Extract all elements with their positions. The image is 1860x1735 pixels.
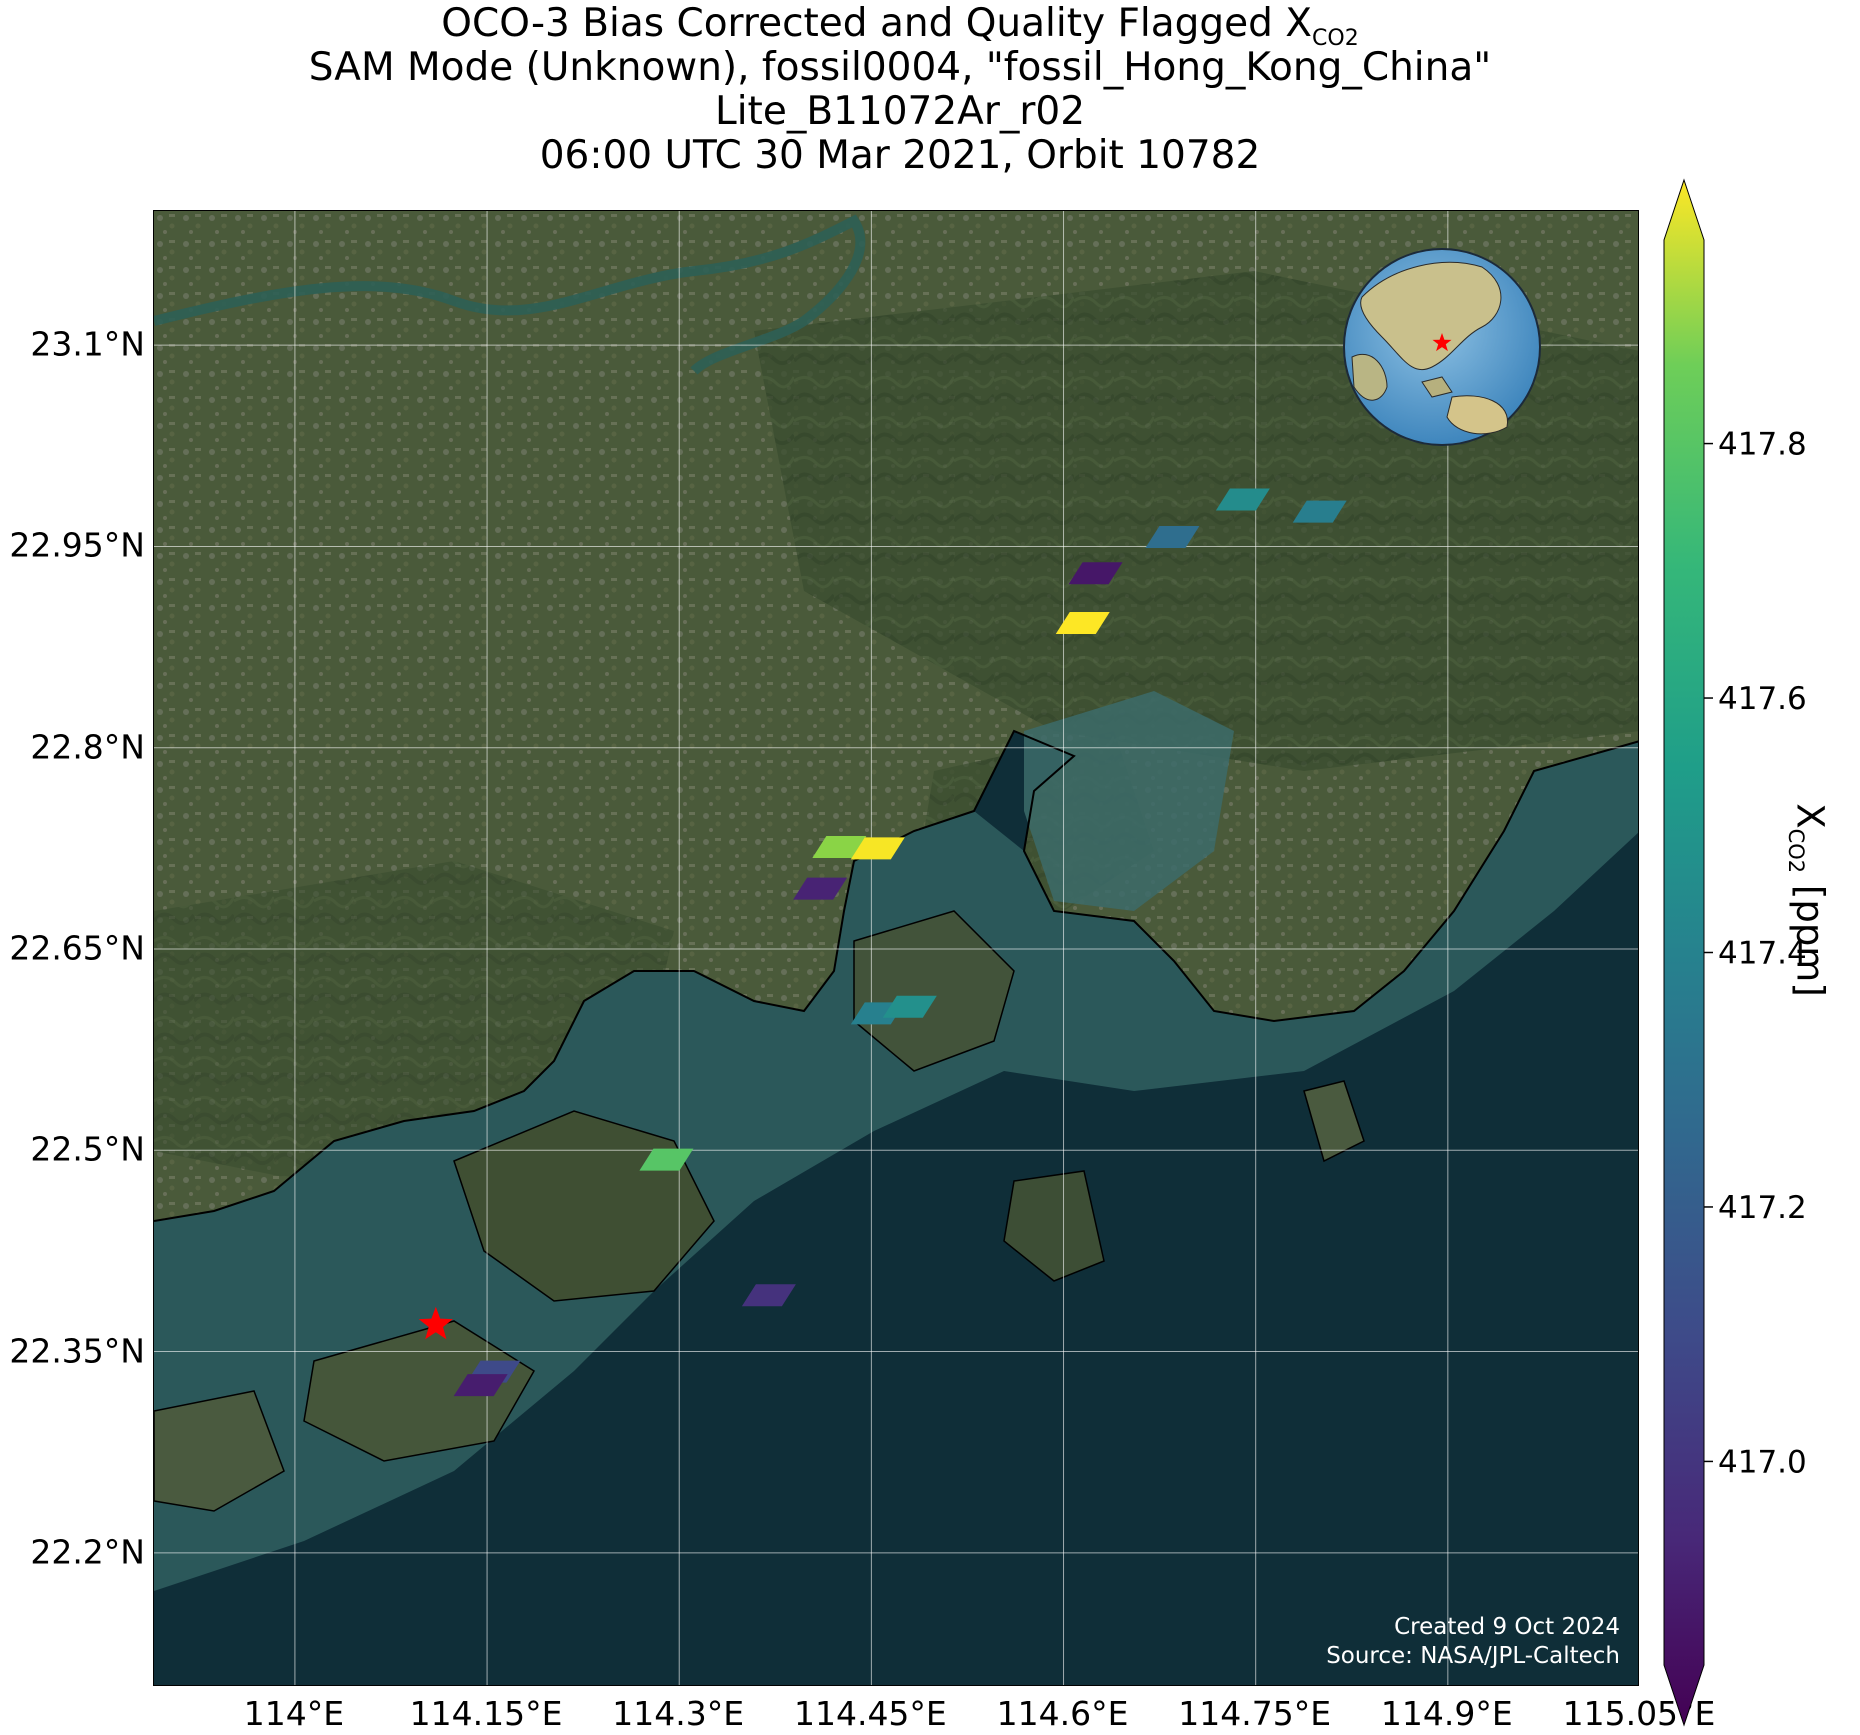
y-tick-label: 22.35°N <box>9 1331 145 1371</box>
xco2-sounding <box>882 995 937 1018</box>
xco2-sounding <box>639 1148 694 1171</box>
y-tick-label: 22.5°N <box>30 1129 145 1169</box>
colorbar-gradient <box>1663 178 1705 1727</box>
xco2-sounding <box>453 1374 508 1397</box>
title-line-2: SAM Mode (Unknown), fossil0004, "fossil_… <box>308 45 1492 90</box>
globe-land <box>1421 376 1453 398</box>
x-tick-label: 114°E <box>243 1694 345 1733</box>
x-tick-label: 114.3°E <box>612 1694 745 1733</box>
xco2-sounding <box>1145 526 1200 549</box>
title-line-1: OCO-3 Bias Corrected and Quality Flagged… <box>441 1 1359 51</box>
colorbar: 417.0 417.2 417.4 417.6 417.8 <box>1663 178 1807 1727</box>
x-tick-label: 114.6°E <box>996 1694 1129 1733</box>
colorbar-tick-label: 417.0 <box>1718 1444 1807 1480</box>
island <box>1003 1170 1105 1282</box>
y-tick-label: 22.2°N <box>30 1532 145 1572</box>
x-tick-label: 114.15°E <box>409 1694 563 1733</box>
colorbar-tick-label: 417.4 <box>1718 936 1807 972</box>
xco2-sounding <box>1215 488 1270 511</box>
colorbar-tick-label: 417.6 <box>1718 681 1807 717</box>
xco2-sounding <box>850 837 905 860</box>
target-location-star <box>418 1306 453 1340</box>
globe-land <box>1351 353 1388 401</box>
source-credit: Source: NASA/JPL-Caltech <box>1326 1643 1620 1669</box>
river <box>154 214 866 375</box>
island <box>1303 1080 1365 1163</box>
y-tick-label: 22.95°N <box>9 525 145 565</box>
y-tick-label: 22.65°N <box>9 928 145 968</box>
coastline <box>154 729 1638 1222</box>
colorbar-tick-label: 417.2 <box>1718 1190 1807 1226</box>
colorbar-tick-label: 417.8 <box>1718 427 1807 463</box>
globe-location-star <box>1432 333 1452 352</box>
credit-text: Created 9 Oct 2024 Source: NASA/JPL-Calt… <box>1326 1613 1620 1671</box>
title-line-3: Lite_B11072Ar_r02 <box>714 89 1086 134</box>
bay <box>1024 691 1234 911</box>
xco2-sounding <box>793 877 848 900</box>
xco2-sounding <box>741 1284 796 1307</box>
y-tick-label: 22.8°N <box>30 727 145 767</box>
xco2-sounding <box>1055 611 1110 634</box>
xco2-sounding <box>1068 562 1123 585</box>
globe-land <box>1360 261 1502 371</box>
x-tick-label: 114.45°E <box>793 1694 947 1733</box>
y-tick-label: 23.1°N <box>30 324 145 364</box>
globe-land <box>1446 395 1508 435</box>
created-date: Created 9 Oct 2024 <box>1394 1614 1620 1640</box>
map-panel: Created 9 Oct 2024 Source: NASA/JPL-Calt… <box>153 210 1639 1686</box>
plot-title: OCO-3 Bias Corrected and Quality Flagged… <box>0 2 1800 178</box>
xco2-sounding <box>1292 500 1347 523</box>
island <box>303 1320 536 1462</box>
island <box>154 1390 285 1512</box>
x-tick-label: 114.9°E <box>1380 1694 1513 1733</box>
sea <box>154 731 1638 1685</box>
x-tick-label: 114.75°E <box>1178 1694 1332 1733</box>
title-line-4: 06:00 UTC 30 Mar 2021, Orbit 10782 <box>539 133 1261 178</box>
satellite-map <box>154 211 1638 1685</box>
xco2-sounding <box>812 836 867 859</box>
inset-globe <box>1343 248 1541 446</box>
